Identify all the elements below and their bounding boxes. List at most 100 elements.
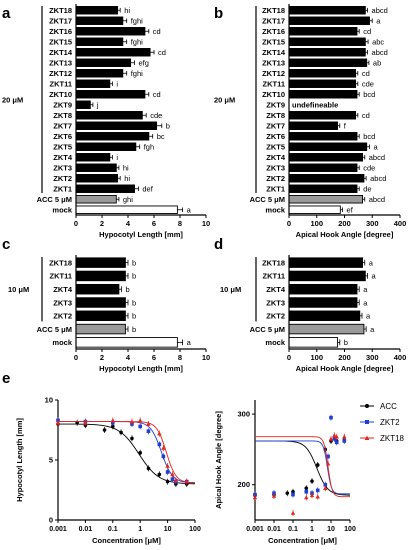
data-label: def (142, 185, 153, 194)
bar (288, 6, 366, 15)
category-label: ZKT7 (53, 122, 72, 131)
panel-letter-d: d (214, 236, 223, 253)
x-tick-label: 0 (74, 353, 78, 362)
bar (288, 205, 341, 214)
category-label: ZKT18 (262, 258, 285, 267)
data-point (161, 454, 166, 459)
category-label: ZKT2 (53, 312, 72, 321)
panel-letter-a: a (2, 5, 11, 22)
bar (288, 111, 357, 120)
data-label: cd (153, 90, 161, 99)
category-label: ZKT15 (262, 38, 285, 47)
data-label: fgh (144, 143, 154, 152)
data-point (146, 466, 151, 471)
data-point (170, 472, 175, 477)
category-label: ZKT18 (49, 258, 72, 267)
data-label: a (187, 206, 192, 215)
bar (288, 58, 368, 67)
x-tick-label: 1 (138, 526, 142, 533)
legend-label: ZKT2 (380, 418, 400, 427)
data-label: abcd (372, 6, 388, 15)
category-label: ZKT6 (266, 132, 285, 141)
data-label: bc (157, 132, 165, 141)
category-label: ZKT11 (49, 272, 72, 281)
category-label: ZKT18 (49, 6, 72, 15)
data-label: b (132, 312, 136, 321)
fit-curve (255, 436, 350, 498)
x-tick-label: 8 (178, 353, 182, 362)
bar (75, 153, 111, 162)
panel-letter-e: e (2, 370, 10, 387)
x-tick-label: 100 (189, 526, 201, 533)
bar (288, 37, 366, 46)
x-tick-label: 2 (100, 219, 104, 228)
data-point (325, 461, 331, 466)
category-label: ZKT3 (266, 164, 285, 173)
bar (75, 270, 126, 282)
data-label: de (363, 185, 371, 194)
bar (288, 283, 358, 295)
bar (288, 270, 366, 282)
category-label: ZKT16 (262, 27, 285, 36)
x-tick-label: 10 (202, 353, 210, 362)
bar (288, 27, 358, 36)
data-label: cde (362, 80, 374, 89)
category-label: ZKT12 (49, 69, 72, 78)
data-label: cd (153, 27, 161, 36)
category-label: ZKT5 (266, 143, 285, 152)
category-label: ZKT10 (262, 90, 285, 99)
data-point (342, 434, 347, 439)
data-point (290, 510, 296, 515)
bar (288, 48, 366, 57)
bar (75, 37, 124, 46)
data-point (323, 482, 328, 487)
data-point (55, 420, 61, 425)
category-label: ZKT4 (266, 285, 286, 294)
y-tick-label: 0 (49, 516, 53, 525)
x-axis-title: Apical Hook Angle [degree] (296, 364, 394, 373)
bar (75, 111, 143, 120)
data-point (146, 421, 151, 426)
category-label: ZKT2 (266, 312, 285, 321)
data-point (138, 424, 142, 429)
category-label: ZKT6 (53, 132, 72, 141)
bar (75, 100, 91, 109)
bar (75, 69, 124, 78)
data-label: i (116, 80, 118, 89)
data-label: fghi (131, 38, 143, 47)
x-tick-label: 0.001 (49, 526, 67, 533)
x-tick-label: 8 (178, 219, 182, 228)
x-tick-label: 400 (394, 219, 407, 228)
bar (288, 90, 358, 99)
bar (75, 121, 158, 130)
data-label: fghi (131, 17, 143, 26)
group-label: 20 μM (2, 96, 23, 105)
data-label: cde (150, 111, 162, 120)
bar (75, 310, 126, 322)
x-tick-label: 0.001 (246, 526, 264, 533)
legend-marker (364, 435, 370, 440)
category-label: ZKT8 (266, 111, 285, 120)
x-tick-label: 400 (394, 353, 407, 362)
bar (75, 205, 178, 214)
bar (75, 184, 135, 193)
data-label: b (132, 298, 136, 307)
category-label: ZKT3 (53, 298, 72, 307)
data-label: efg (139, 59, 149, 68)
data-label: a (369, 258, 374, 267)
data-point (334, 434, 339, 439)
data-point (315, 488, 320, 493)
data-label: ef (347, 206, 354, 215)
data-label: cd (362, 69, 370, 78)
category-label: mock (265, 206, 285, 215)
data-label: a (363, 285, 368, 294)
data-point (310, 479, 314, 483)
data-point (291, 492, 295, 497)
bar (75, 48, 151, 57)
x-tick-label: 0 (287, 219, 291, 228)
bar (75, 283, 120, 295)
legend-label: ZKT18 (380, 434, 405, 443)
data-label: b (344, 338, 348, 347)
data-point (326, 454, 330, 459)
